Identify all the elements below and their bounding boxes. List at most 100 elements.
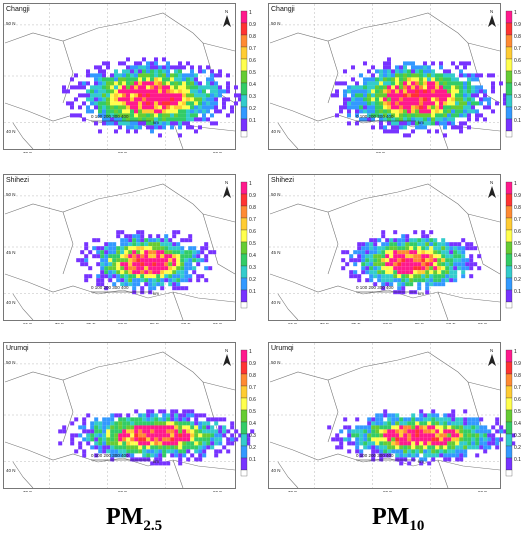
pollution-cell (152, 242, 157, 247)
pollution-cell (443, 97, 447, 102)
pollution-cell (170, 421, 175, 426)
pollution-cell (459, 453, 464, 458)
column-label-pm25: PM2.5 (106, 504, 163, 534)
pollution-cell (198, 101, 202, 106)
pollution-cell (371, 445, 376, 450)
pollution-cell (182, 421, 187, 426)
pollution-cell (343, 69, 347, 74)
pollution-cell (170, 441, 175, 446)
pollution-cell (335, 437, 340, 442)
north-label: N (225, 180, 228, 185)
pollution-cell (158, 125, 162, 130)
lat-label: 40 N (6, 468, 16, 473)
pollution-cell (399, 89, 403, 94)
pollution-cell (134, 121, 138, 126)
pollution-cell (158, 441, 163, 446)
pollution-cell (451, 113, 455, 118)
pollution-cell (391, 433, 396, 438)
pollution-cell (433, 270, 438, 275)
pollution-cell (130, 425, 135, 430)
pollution-cell (403, 105, 407, 110)
pollution-cell (202, 453, 207, 458)
pollution-cell (146, 417, 151, 422)
pollution-cell (401, 250, 406, 255)
pollution-cell (206, 101, 210, 106)
pollution-cell (170, 89, 174, 94)
pollution-cell (126, 129, 130, 134)
pollution-cell (84, 278, 89, 283)
pollution-cell (377, 278, 382, 283)
pollution-cell (114, 453, 119, 458)
pollution-cell (100, 282, 105, 287)
pollution-cell (174, 445, 179, 450)
pollution-cell (166, 105, 170, 110)
pollution-cell (363, 109, 367, 114)
colorbar-label: 0.3 (249, 433, 256, 439)
pollution-cell (471, 433, 476, 438)
pollution-cell (447, 113, 451, 118)
pollution-cell (419, 73, 423, 78)
pollution-cell (90, 421, 95, 426)
pollution-cell (379, 441, 384, 446)
pollution-cell (395, 101, 399, 106)
pollution-cell (491, 441, 496, 446)
map-panel-changji-pm10: 50 N40 N80 E0 100 200 300 400kmN10.90.80… (268, 3, 528, 153)
pollution-cell (82, 421, 87, 426)
pollution-cell (387, 425, 392, 430)
pollution-cell (158, 105, 162, 110)
pollution-cell (172, 258, 177, 263)
pollution-cell (112, 282, 117, 287)
pollution-cell (134, 61, 138, 66)
pollution-cell (130, 93, 134, 98)
lon-label: 95 E (478, 322, 487, 324)
pollution-cell (112, 254, 117, 259)
pollution-cell (132, 258, 137, 263)
pollution-cell (128, 254, 133, 259)
colorbar-label: 0.5 (249, 241, 256, 247)
pollution-cell (407, 85, 411, 90)
pollution-cell (373, 282, 378, 287)
pollution-cell (120, 266, 125, 271)
pollution-cell (379, 125, 383, 130)
pollution-cell (196, 250, 201, 255)
lat-label: 50 N (6, 360, 16, 365)
pollution-cell (174, 109, 178, 114)
pollution-cell (377, 238, 382, 243)
pollution-cell (455, 437, 460, 442)
pollution-cell (134, 449, 139, 454)
pollution-cell (407, 445, 412, 450)
pollution-cell (441, 262, 446, 267)
pollution-cell (206, 441, 211, 446)
pollution-cell (459, 121, 463, 126)
pollution-cell (70, 105, 74, 110)
pollution-cell (393, 242, 398, 247)
pollution-cell (162, 417, 167, 422)
colorbar-swatch (240, 229, 248, 243)
pollution-cell (114, 441, 119, 446)
pollution-cell (443, 429, 448, 434)
pollution-cell (441, 278, 446, 283)
pollution-cell (96, 250, 101, 255)
pollution-cell (132, 242, 137, 247)
pollution-cell (142, 429, 147, 434)
pollution-cell (427, 121, 431, 126)
pollution-cell (359, 85, 363, 90)
pollution-cell (156, 274, 161, 279)
pollution-cell (194, 73, 198, 78)
pollution-cell (385, 242, 390, 247)
pollution-cell (455, 445, 460, 450)
colorbar-swatch (505, 301, 513, 309)
pollution-cell (433, 250, 438, 255)
pollution-cell (473, 246, 478, 251)
pollution-cell (449, 266, 454, 271)
pollution-cell (102, 97, 106, 102)
pollution-cell (461, 262, 466, 267)
pollution-cell (152, 238, 157, 243)
pollution-cell (166, 449, 171, 454)
pollution-cell (196, 274, 201, 279)
pollution-cell (435, 129, 439, 134)
pollution-cell (389, 254, 394, 259)
pollution-cell (405, 238, 410, 243)
pollution-cell (469, 262, 474, 267)
pollution-cell (415, 93, 419, 98)
